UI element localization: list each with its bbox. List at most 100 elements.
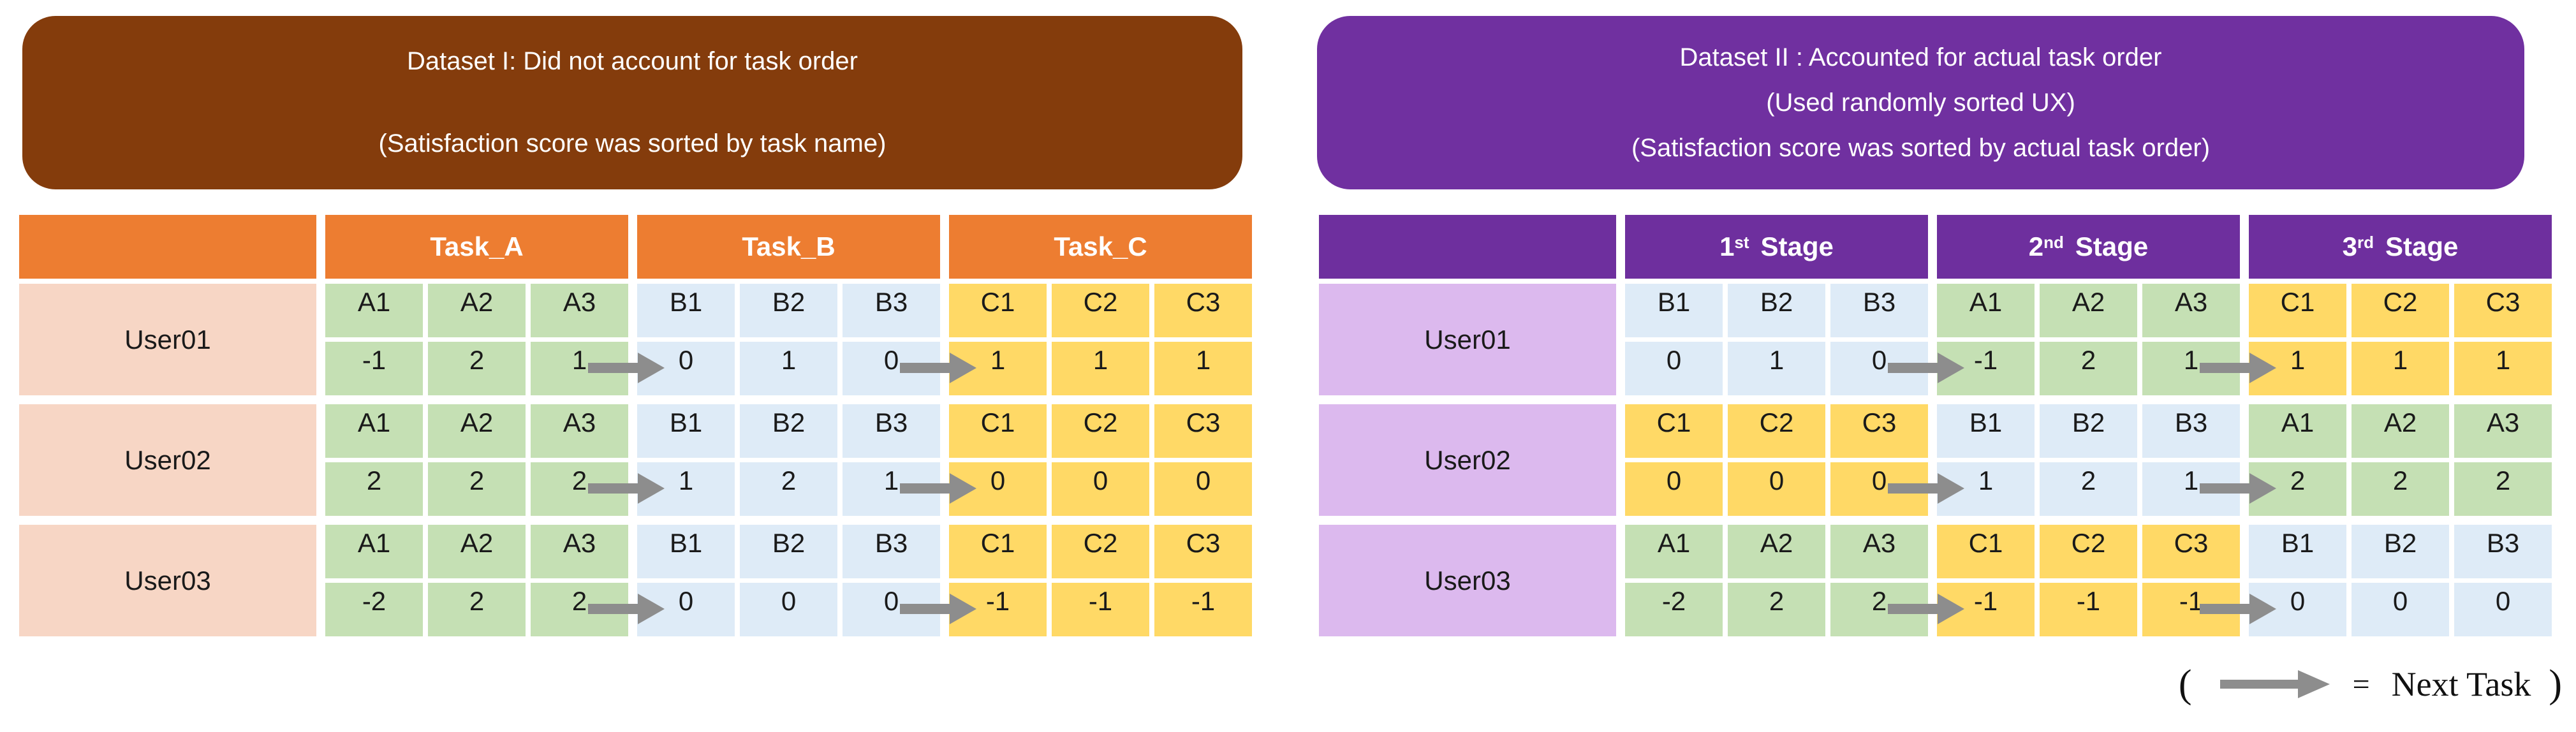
score-cell: -2 (325, 583, 423, 636)
next-task-arrow-icon (1888, 592, 1964, 626)
task-label-cell: A3 (2454, 404, 2552, 458)
legend-paren-close: ) (2549, 662, 2562, 706)
task-label-cell: C3 (1154, 525, 1252, 578)
task-label-cell: A2 (428, 404, 526, 458)
next-task-arrow-icon (588, 592, 665, 626)
task-label-cell: B3 (2454, 525, 2552, 578)
task-label-cell: A2 (2040, 284, 2137, 337)
task-label-cell: B2 (2040, 404, 2137, 458)
next-task-arrow-icon (1888, 351, 1964, 384)
dataset1-table: Task_A Task_B Task_C User01 A1 A2 A3 B1 … (19, 215, 1252, 636)
task-label-cell: A3 (531, 525, 628, 578)
dataset1-title-line1: Dataset I: Did not account for task orde… (406, 47, 858, 75)
task-label-cell: A2 (428, 284, 526, 337)
next-task-arrow-icon (1888, 472, 1964, 505)
next-task-arrow-icon (588, 351, 665, 384)
header-corner-cell (1319, 215, 1616, 279)
dataset1-title-line2: (Satisfaction score was sorted by task n… (378, 129, 887, 157)
score-cell: 0 (1625, 462, 1723, 516)
user-name-cell: User01 (1319, 284, 1616, 395)
score-cell: 0 (1728, 462, 1825, 516)
score-cell: 2 (428, 462, 526, 516)
task-label-cell: B2 (740, 404, 837, 458)
task-label-cell: B1 (637, 525, 735, 578)
score-cell: -1 (1154, 583, 1252, 636)
stage-number: 1 (1719, 231, 1735, 261)
next-task-arrow-icon (2219, 670, 2330, 698)
task-label-cell: B3 (843, 525, 940, 578)
legend-label: Next Task (2391, 665, 2531, 703)
score-cell: 2 (740, 462, 837, 516)
task-label-cell: A2 (2352, 404, 2449, 458)
task-label-cell: A1 (2249, 404, 2346, 458)
task-label-cell: A1 (325, 525, 423, 578)
task-label-cell: A3 (1830, 525, 1928, 578)
task-label-cell: A1 (325, 404, 423, 458)
user-name-cell: User03 (19, 525, 316, 636)
next-task-arrow-icon (900, 472, 976, 505)
task-label-cell: B1 (637, 284, 735, 337)
task-label-cell: B1 (637, 404, 735, 458)
score-cell: 0 (1052, 462, 1149, 516)
task-label-cell: B3 (2142, 404, 2240, 458)
task-label-cell: C2 (1052, 404, 1149, 458)
stage-number: 3 (2342, 231, 2357, 261)
next-task-arrow-icon (2200, 351, 2276, 384)
task-label-cell: C3 (1154, 404, 1252, 458)
score-cell: 2 (2040, 462, 2137, 516)
task-label-cell: B2 (740, 284, 837, 337)
stage-word: Stage (2075, 231, 2149, 261)
task-label-cell: C1 (949, 525, 1047, 578)
score-cell: 1 (2142, 342, 2240, 395)
header-corner-cell (19, 215, 316, 279)
task-label-cell: B2 (740, 525, 837, 578)
dataset1-title-box: Dataset I: Did not account for task orde… (22, 16, 1242, 189)
task-label-cell: C2 (1728, 404, 1825, 458)
score-cell: 0 (2454, 583, 2552, 636)
stage-number: 2 (2028, 231, 2044, 261)
task-label-cell: C1 (2249, 284, 2346, 337)
next-task-arrow-icon (900, 592, 976, 626)
task-label-cell: B2 (2352, 525, 2449, 578)
stage-ordinal-suffix: nd (2043, 233, 2064, 252)
task-label-cell: C2 (1052, 525, 1149, 578)
task-label-cell: A3 (531, 284, 628, 337)
score-cell: 1 (1052, 342, 1149, 395)
stage-word: Stage (1760, 231, 1834, 261)
dataset2-title-line3: (Satisfaction score was sorted by actual… (1631, 133, 2211, 162)
task-label-cell: B1 (1625, 284, 1723, 337)
legend-next-task: ( = Next Task ) (2179, 649, 2562, 719)
task-label-cell: B1 (2249, 525, 2346, 578)
score-cell: 2 (428, 342, 526, 395)
user-name-cell: User02 (1319, 404, 1616, 516)
legend-paren-open: ( (2178, 662, 2192, 706)
task-label-cell: A1 (325, 284, 423, 337)
task-label-cell: C1 (1937, 525, 2035, 578)
next-task-arrow-icon (2200, 472, 2276, 505)
score-cell: 2 (2454, 462, 2552, 516)
score-cell: 2 (2040, 342, 2137, 395)
task-label-cell: C2 (1052, 284, 1149, 337)
legend-equals-sign: = (2352, 667, 2370, 701)
task-label-cell: C2 (2040, 525, 2137, 578)
task-label-cell: C1 (1625, 404, 1723, 458)
task-label-cell: A1 (1937, 284, 2035, 337)
score-cell: 0 (637, 583, 735, 636)
next-task-arrow-icon (2200, 592, 2276, 626)
score-cell: 2 (2352, 462, 2449, 516)
score-cell: 0 (740, 583, 837, 636)
score-cell: -1 (1052, 583, 1149, 636)
task-label-cell: C3 (2454, 284, 2552, 337)
score-cell: 1 (1154, 342, 1252, 395)
score-cell: 2 (428, 583, 526, 636)
task-label-cell: B1 (1937, 404, 2035, 458)
task-label-cell: B3 (843, 404, 940, 458)
dataset2-title-line2: (Used randomly sorted UX) (1766, 88, 2075, 117)
task-label-cell: A3 (531, 404, 628, 458)
user-name-cell: User02 (19, 404, 316, 516)
column-group-task-b: Task_B (637, 215, 940, 279)
score-cell: 0 (2352, 583, 2449, 636)
score-cell: -1 (325, 342, 423, 395)
